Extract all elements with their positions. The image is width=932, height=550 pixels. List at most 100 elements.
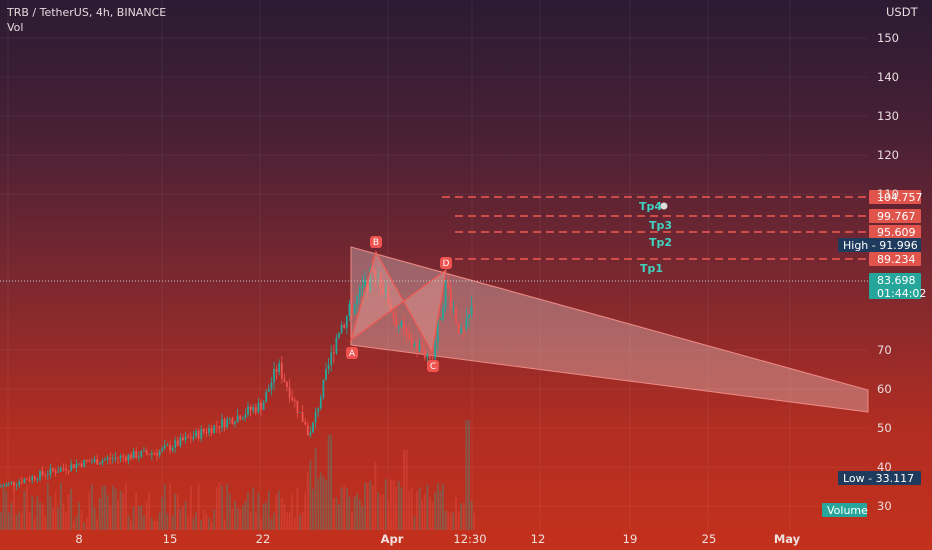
candle-body — [278, 363, 281, 372]
volume-bar — [143, 515, 145, 530]
candle-body — [421, 345, 424, 351]
volume-bar — [213, 509, 216, 530]
volume-bar — [7, 512, 10, 530]
candle-body — [254, 407, 257, 413]
volume-bar — [343, 485, 346, 530]
volume-bar — [83, 521, 86, 530]
candle-body — [117, 457, 119, 459]
price-tick: 30 — [877, 499, 892, 513]
high-label-box — [838, 238, 921, 252]
currency-label: USDT — [886, 5, 919, 19]
candle-body — [410, 338, 413, 347]
pattern-point-a-marker — [346, 347, 358, 359]
candle-body — [192, 436, 195, 439]
volume-bar — [187, 516, 190, 530]
candle-body — [98, 463, 101, 465]
volume-bar — [215, 487, 218, 530]
volume-bar — [322, 476, 325, 530]
volume-bar — [132, 506, 135, 530]
candle-body — [270, 382, 273, 389]
volume-bar — [91, 484, 93, 530]
volume-bar — [413, 516, 416, 530]
candle-body — [340, 324, 343, 334]
candle-body — [226, 419, 229, 428]
candle-body — [127, 454, 130, 461]
candle-body — [382, 286, 385, 293]
candle-body — [322, 379, 325, 398]
candle-body — [473, 305, 476, 308]
volume-bar — [392, 479, 395, 530]
candle-body — [163, 445, 166, 449]
volume-bar — [200, 519, 203, 530]
volume-bar — [26, 484, 28, 530]
volume-bar — [299, 514, 301, 530]
candle-body — [416, 344, 418, 351]
target-level-value: 104.757 — [877, 191, 923, 204]
candle-body — [465, 317, 468, 330]
candle-body — [174, 440, 177, 448]
volume-bar — [67, 494, 70, 530]
candle-body — [397, 326, 400, 327]
candle-body — [252, 407, 255, 411]
volume-bar — [205, 513, 208, 530]
price-tick: 130 — [877, 109, 899, 123]
volume-bar — [353, 496, 356, 530]
volume-bar — [457, 511, 460, 530]
volume-bar — [439, 490, 442, 530]
volume-bar — [400, 487, 403, 530]
volume-bar — [221, 485, 223, 530]
candle-body — [200, 429, 203, 439]
candle-body — [405, 328, 408, 334]
candle-body — [169, 445, 171, 451]
candle-body — [104, 459, 106, 461]
candle-body — [442, 308, 444, 320]
volume-bar — [330, 435, 333, 530]
volume-bar — [54, 492, 57, 530]
candle-body — [67, 470, 70, 472]
volume-bar — [267, 490, 270, 530]
pattern-point-d: D — [443, 259, 450, 269]
candle-body — [228, 418, 231, 420]
wedge-pattern — [350, 246, 869, 413]
candle-body — [161, 448, 164, 452]
candle-body — [434, 342, 437, 359]
symbol-title: TRB / TetherUS, 4h, BINANCE — [7, 6, 167, 19]
time-tick: May — [774, 532, 801, 546]
volume-bar — [62, 503, 65, 530]
candle-body — [353, 303, 356, 314]
volume-bar — [104, 486, 106, 530]
candle-body — [187, 436, 190, 438]
volume-bar — [109, 505, 112, 530]
volume-bar — [280, 498, 283, 530]
volume-bar — [382, 494, 385, 530]
candle-body — [57, 471, 60, 473]
candle-body — [249, 406, 252, 411]
candle-body — [384, 286, 387, 293]
candle-body — [306, 424, 309, 436]
volume-bar — [364, 482, 366, 530]
time-axis: 8 15 22 Apr 12:30 12 19 25 May — [75, 532, 800, 546]
volume-bar — [442, 483, 444, 530]
volume-bar — [309, 460, 312, 530]
candle-body — [83, 459, 86, 467]
volume-bar — [161, 496, 164, 530]
candle-body — [15, 484, 18, 486]
price-tick: 120 — [877, 148, 899, 162]
volume-bar — [239, 508, 242, 530]
candle-body — [241, 418, 244, 420]
candle-body — [28, 479, 31, 481]
time-tick: 12 — [531, 532, 546, 546]
volume-bar — [338, 504, 340, 530]
volume-bar — [286, 512, 288, 530]
pattern-point-a: A — [349, 349, 356, 359]
volume-bar — [171, 515, 174, 530]
candle-body — [158, 451, 161, 456]
volume-bar — [80, 510, 83, 530]
volume-bar — [20, 512, 23, 530]
candle-body — [309, 432, 312, 436]
candle-body — [59, 468, 62, 472]
candle-body — [470, 305, 473, 315]
volume-bar — [260, 519, 262, 530]
